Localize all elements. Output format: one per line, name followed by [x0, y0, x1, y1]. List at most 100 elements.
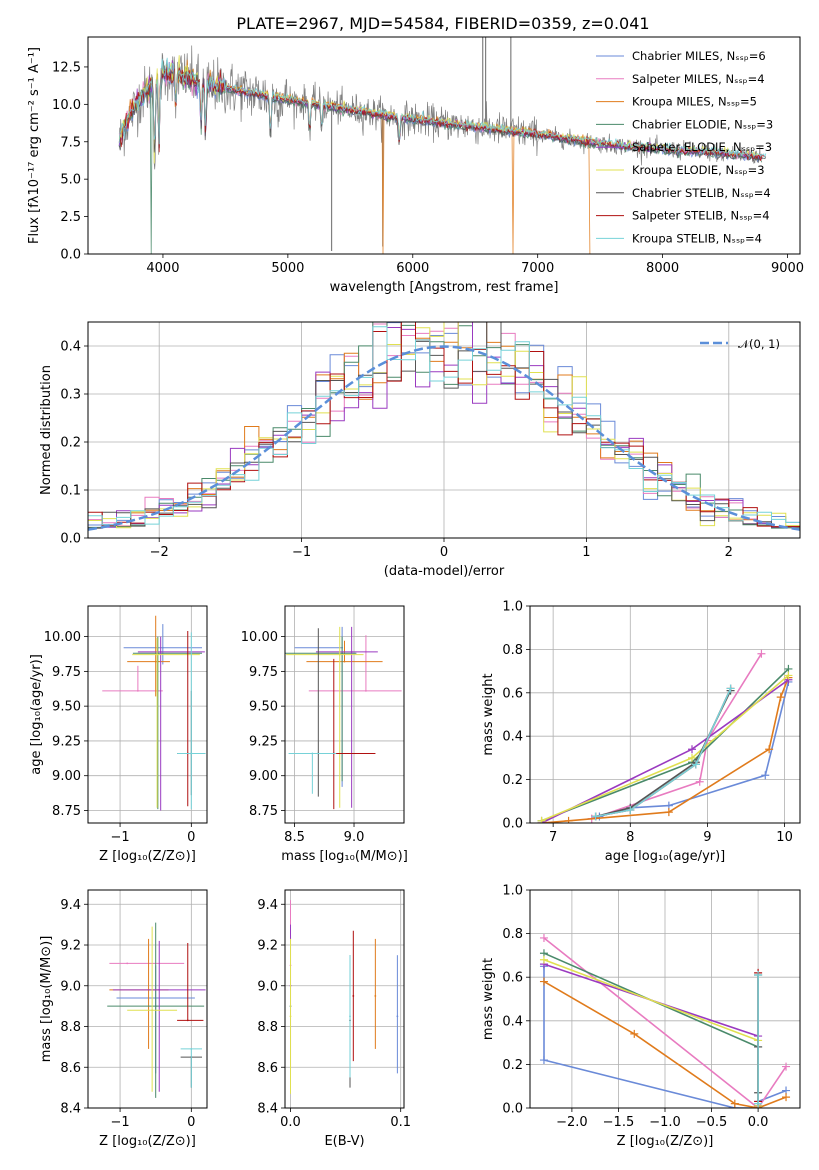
plot-area — [530, 890, 800, 1108]
weight-marker-kroupa_miles — [782, 1093, 791, 1102]
y-tick-label: 0.4 — [60, 340, 81, 355]
y-tick-label: 10.00 — [241, 630, 278, 645]
point-kroupa_stelib — [190, 1048, 193, 1050]
y-tick-label: 0.4 — [502, 730, 523, 745]
y-tick-label: 0.8 — [502, 643, 523, 658]
y-tick-label: 9.2 — [60, 939, 81, 954]
y-tick-label: 8.75 — [52, 804, 81, 819]
weight-line-salpeter_elodie — [541, 679, 789, 823]
y-tick-label: 0.2 — [60, 436, 81, 451]
plot-area — [88, 322, 800, 538]
weight-marker-kroupa_elodie — [539, 955, 548, 964]
weight-line-chabrier_elodie — [541, 668, 789, 822]
y-axis-label: mass weight — [481, 958, 496, 1040]
axes-frame — [87, 321, 801, 539]
x-axis-label: (data-model)/error — [384, 564, 505, 579]
legend-label-salpeter_elodie: Salpeter ELODIE, Nₛₛₚ=3 — [632, 140, 772, 154]
point-kroupa_miles — [154, 660, 157, 663]
axes-frame — [87, 889, 208, 1109]
axes-frame — [87, 36, 801, 255]
y-axis-label: mass weight — [481, 673, 496, 755]
legend-label-gaussian: 𝒩(0, 1) — [738, 337, 780, 351]
legend-label-chabrier_miles: Chabrier MILES, Nₛₛₚ=6 — [632, 49, 766, 63]
weight-line-kroupa_elodie — [541, 674, 789, 822]
point-kroupa_elodie — [151, 1009, 154, 1012]
y-tick-label: 10.00 — [44, 630, 81, 645]
y-tick-label: 0.0 — [502, 817, 523, 832]
y-axis-label: mass [log₁₀(M/M⊙)] — [39, 936, 54, 1063]
point-chabrier_miles — [396, 1015, 399, 1018]
x-tick-label: −1.5 — [603, 1115, 635, 1130]
x-axis-label: wavelength [Angstrom, rest frame] — [330, 280, 559, 295]
y-tick-label: 12.5 — [52, 60, 81, 75]
point-kroupa_elodie — [156, 653, 159, 656]
y-tick-label: 5.0 — [60, 173, 81, 188]
point-chabrier_miles — [161, 646, 164, 649]
weight-marker-kroupa_elodie — [688, 753, 696, 762]
x-axis-label: Z [log₁₀(Z/Z⊙)] — [617, 1134, 714, 1149]
point-salpeter_miles — [126, 962, 129, 965]
y-tick-label: 0.0 — [502, 1102, 523, 1117]
y-tick-label: 0.2 — [502, 1058, 523, 1073]
axes-spectrum: 4000 5000 6000 7000 8000 9000 0.0 2.5 5.0 7.5 10.0… — [27, 36, 804, 295]
axes-frame — [529, 889, 801, 1109]
weight-marker-kroupa_miles — [664, 808, 673, 817]
y-tick-label: 9.50 — [52, 700, 81, 715]
axes-frame — [87, 605, 208, 824]
axes-age-vs-mass: 8.5 9.0 8.75 9.00 9.25 9.50 9.75 10.00 mass [log… — [241, 605, 408, 864]
legend-label-kroupa_stelib: Kroupa STELIB, Nₛₛₚ=4 — [632, 231, 762, 245]
x-tick-label: 1 — [582, 545, 590, 560]
x-tick-label: 7000 — [521, 261, 554, 276]
figure-title: PLATE=2967, MJD=54584, FIBERID=0359, z=0… — [236, 14, 649, 33]
weight-line-kroupa_stelib — [595, 688, 732, 818]
weight-marker-kroupa_miles — [730, 1099, 739, 1108]
y-tick-label: 7.5 — [60, 135, 81, 150]
plot-area — [88, 890, 207, 1108]
point-chabrier_elodie — [341, 652, 344, 655]
weight-line-chabrier_stelib — [595, 690, 732, 818]
x-axis-label: Z [log₁₀(Z/Z⊙)] — [99, 1134, 196, 1149]
legend-label-chabrier_stelib: Chabrier STELIB, Nₛₛₚ=4 — [632, 186, 771, 200]
x-axis-label: Z [log₁₀(Z/Z⊙)] — [99, 849, 196, 864]
y-tick-label: 8.8 — [60, 1020, 81, 1035]
histogram-chabrier_stelib — [88, 322, 800, 529]
x-tick-label: 8 — [626, 830, 634, 845]
y-tick-label: 8.6 — [60, 1061, 81, 1076]
y-tick-label: 9.4 — [257, 898, 278, 913]
weight-marker-salpeter_miles — [695, 777, 704, 786]
point-salpeter_miles — [136, 689, 139, 692]
x-tick-label: 8.5 — [284, 830, 305, 845]
y-tick-label: 1.0 — [502, 884, 523, 899]
weight-line-salpeter_elodie — [543, 963, 759, 1106]
x-axis-label: mass [log₁₀(M/M⊙)] — [281, 849, 408, 864]
weight-line-kroupa_miles — [541, 677, 790, 823]
weight-marker-salpeter_elodie — [688, 745, 696, 754]
x-tick-label: 6000 — [396, 261, 429, 276]
point-salpeter_elodie — [350, 651, 353, 653]
weight-marker-kroupa_miles — [776, 693, 785, 702]
y-tick-label: 8.4 — [60, 1102, 81, 1117]
point-kroupa_stelib — [311, 752, 314, 755]
y-tick-label: 8.6 — [257, 1061, 278, 1076]
x-tick-label: 0 — [187, 830, 195, 845]
plot-area — [118, 37, 767, 254]
point-salpeter_elodie — [158, 988, 161, 991]
x-tick-label: 2 — [725, 545, 733, 560]
y-tick-label: 0.8 — [502, 927, 523, 942]
y-tick-label: 9.00 — [52, 769, 81, 784]
axes-weight-vs-Z: −2.0 −1.5 −1.0 −0.5 0.0 0.0 0.2 0.4 0.6 0.8 1.0 Z [… — [481, 884, 801, 1149]
x-tick-label: −2.0 — [556, 1115, 588, 1130]
x-tick-label: 9000 — [771, 261, 804, 276]
y-tick-label: 9.25 — [52, 734, 81, 749]
weight-marker-salpeter_miles — [782, 1062, 791, 1071]
axes-mass-vs-Z: −1 0 8.4 8.6 8.8 9.0 9.2 9.4 Z [log₁₀(Z/Z⊙)] mass… — [39, 889, 208, 1149]
y-tick-label: 1.0 — [502, 600, 523, 615]
legend-label-kroupa_miles: Kroupa MILES, Nₛₛₚ=5 — [632, 95, 757, 109]
axes-mass-vs-EBV: 0.0 0.1 8.4 8.6 8.8 9.0 9.2 9.4 E(B-V) — [257, 889, 411, 1149]
weight-marker-kroupa_stelib — [754, 1099, 763, 1108]
x-tick-label: 7 — [549, 830, 557, 845]
x-tick-label: 9.0 — [344, 830, 365, 845]
x-tick-label: −2 — [150, 545, 169, 560]
weight-marker-kroupa_miles — [765, 745, 774, 754]
